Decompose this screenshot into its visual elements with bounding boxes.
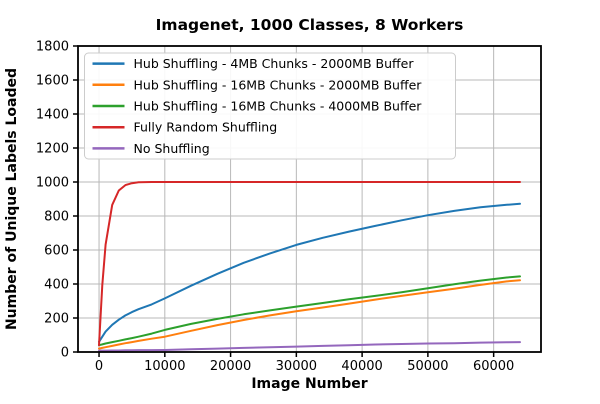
- y-tick-label: 1200: [36, 142, 69, 157]
- y-tick-label: 0: [61, 346, 69, 361]
- legend-entry-label: Hub Shuffling - 4MB Chunks - 2000MB Buff…: [134, 56, 415, 71]
- series-line-0: [98, 202, 521, 343]
- x-tick-label: 0: [95, 359, 103, 374]
- y-tick-label: 800: [44, 210, 69, 225]
- series-line-1: [98, 279, 521, 350]
- x-tick-label: 60000: [473, 359, 514, 374]
- series-line-2: [98, 275, 521, 347]
- x-axis-label: Image Number: [251, 376, 367, 392]
- legend: Hub Shuffling - 4MB Chunks - 2000MB Buff…: [84, 52, 456, 160]
- series-line-4: [98, 341, 521, 352]
- series-layer: [98, 181, 521, 352]
- y-axis-label: Number of Unique Labels Loaded: [4, 68, 20, 330]
- x-tick-label: 40000: [341, 359, 382, 374]
- legend-entry-label: No Shuffling: [134, 141, 210, 156]
- series-line-3: [98, 181, 521, 347]
- x-tick-label: 50000: [407, 359, 448, 374]
- y-tick-label: 1000: [36, 176, 69, 191]
- y-tick-label: 400: [44, 278, 69, 293]
- y-tick-label: 1800: [36, 40, 69, 55]
- legend-entry-label: Hub Shuffling - 16MB Chunks - 2000MB Buf…: [134, 77, 423, 92]
- x-tick-label: 20000: [210, 359, 251, 374]
- y-tick-label: 200: [44, 312, 69, 327]
- chart-title: Imagenet, 1000 Classes, 8 Workers: [156, 16, 464, 34]
- y-tick-label: 1400: [36, 108, 69, 123]
- axes-layer: [77, 45, 542, 353]
- x-tick-label: 10000: [144, 359, 185, 374]
- legend-box: [84, 52, 456, 160]
- x-tick-label: 30000: [276, 359, 317, 374]
- plot-border: [77, 45, 542, 353]
- legend-entry-label: Hub Shuffling - 16MB Chunks - 4000MB Buf…: [134, 99, 423, 114]
- y-tick-label: 1600: [36, 74, 69, 89]
- y-tick-label: 600: [44, 244, 69, 259]
- legend-entry-label: Fully Random Shuffling: [134, 120, 278, 135]
- ticks-layer: 0 10000 20000 30000 40000 50000 60000 0 200 400 60…: [36, 40, 514, 375]
